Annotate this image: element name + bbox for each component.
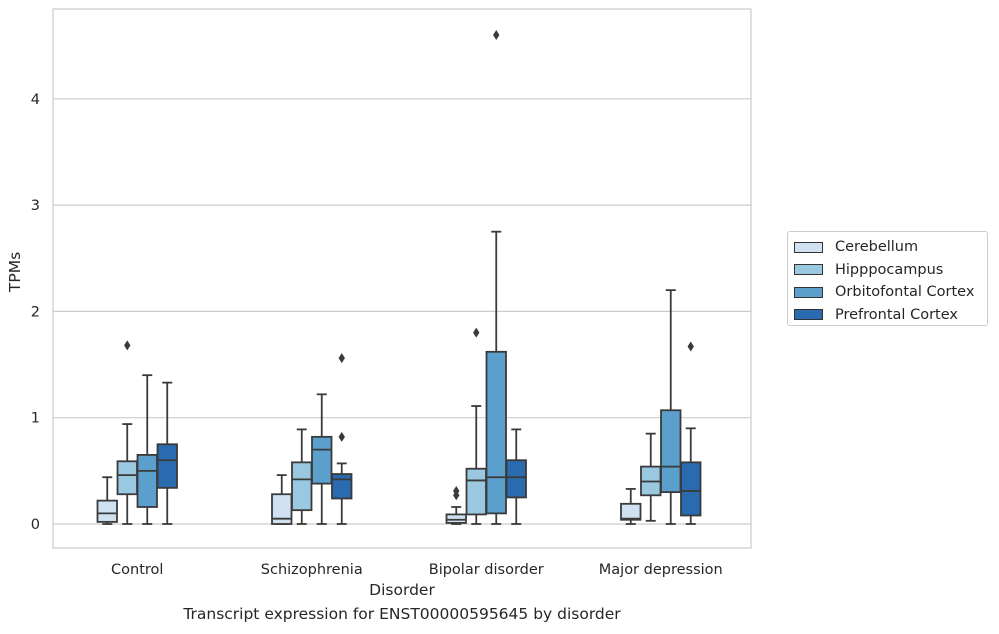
box-prefrontal-cortex <box>331 353 353 525</box>
x-tick-labels: Control Schizophrenia Bipolar disorder Majo… <box>111 562 723 578</box>
y-tick-labels: 0 1 2 3 4 <box>31 92 40 533</box>
box-hipppocampus <box>640 432 662 522</box>
x-tick-label: Schizophrenia <box>261 562 363 578</box>
legend-swatch <box>794 264 823 276</box>
x-tick-label: Major depression <box>599 562 723 578</box>
outlier-point <box>338 431 345 442</box>
box-iqr <box>620 502 642 521</box>
y-tick-label: 4 <box>31 92 40 108</box>
plot-frame <box>52 8 752 549</box>
box-iqr <box>136 454 158 508</box>
box-orbitofontal-cortex <box>660 289 682 525</box>
box-cerebellum <box>96 476 118 525</box>
outlier-point <box>124 340 131 351</box>
legend-label: Cerebellum <box>835 239 919 256</box>
box-prefrontal-cortex <box>505 428 527 525</box>
outlier-point <box>687 341 694 352</box>
legend-label: Hipppocampus <box>835 261 944 278</box>
y-tick-label: 3 <box>31 198 40 214</box>
y-tick-label: 0 <box>31 517 40 533</box>
y-axis-label: TPMs <box>6 252 24 293</box>
legend-label: Prefrontal Cortex <box>835 306 958 323</box>
legend-swatch <box>794 241 823 253</box>
box-iqr <box>445 513 467 524</box>
box-iqr <box>505 459 527 499</box>
box-orbitofontal-cortex <box>485 30 507 525</box>
box-cerebellum <box>271 474 293 525</box>
box-prefrontal-cortex <box>680 341 702 525</box>
box-hipppocampus <box>291 428 313 525</box>
box-series <box>96 30 702 525</box>
legend-swatch <box>794 286 823 298</box>
box-iqr <box>465 467 487 516</box>
outlier-point <box>473 327 480 338</box>
x-tick-label: Control <box>111 562 163 578</box>
outlier-point <box>493 30 500 41</box>
y-tick-label: 1 <box>31 411 40 427</box>
legend-swatch <box>794 309 823 321</box>
legend-item: Cerebellum <box>792 236 987 259</box>
y-tick-label: 2 <box>31 304 40 320</box>
chart-title: Transcript expression for ENST0000059564… <box>183 605 621 623</box>
box-orbitofontal-cortex <box>311 393 333 525</box>
box-prefrontal-cortex <box>156 381 178 525</box>
box-hipppocampus <box>116 340 138 525</box>
box-cerebellum <box>445 486 467 525</box>
legend-item: Prefrontal Cortex <box>792 304 987 327</box>
chart-legend: Cerebellum Hipppocampus Orbitofontal Corte… <box>787 231 988 326</box>
legend-item: Hipppocampus <box>792 259 987 282</box>
box-iqr <box>311 435 333 485</box>
box-cerebellum <box>620 488 642 525</box>
box-hipppocampus <box>465 327 487 525</box>
box-iqr <box>116 460 138 496</box>
box-iqr <box>331 473 353 500</box>
box-iqr <box>291 461 313 512</box>
x-axis-label: Disorder <box>369 581 435 599</box>
box-iqr <box>156 443 178 489</box>
legend-item: Orbitofontal Cortex <box>792 281 987 304</box>
box-iqr <box>680 461 702 517</box>
outlier-point <box>338 353 345 364</box>
box-iqr <box>660 409 682 494</box>
box-orbitofontal-cortex <box>136 374 158 525</box>
box-iqr <box>485 350 507 515</box>
box-iqr <box>96 499 118 523</box>
x-tick-label: Bipolar disorder <box>429 562 544 578</box>
legend-label: Orbitofontal Cortex <box>835 284 975 301</box>
outlier-point <box>453 486 460 497</box>
